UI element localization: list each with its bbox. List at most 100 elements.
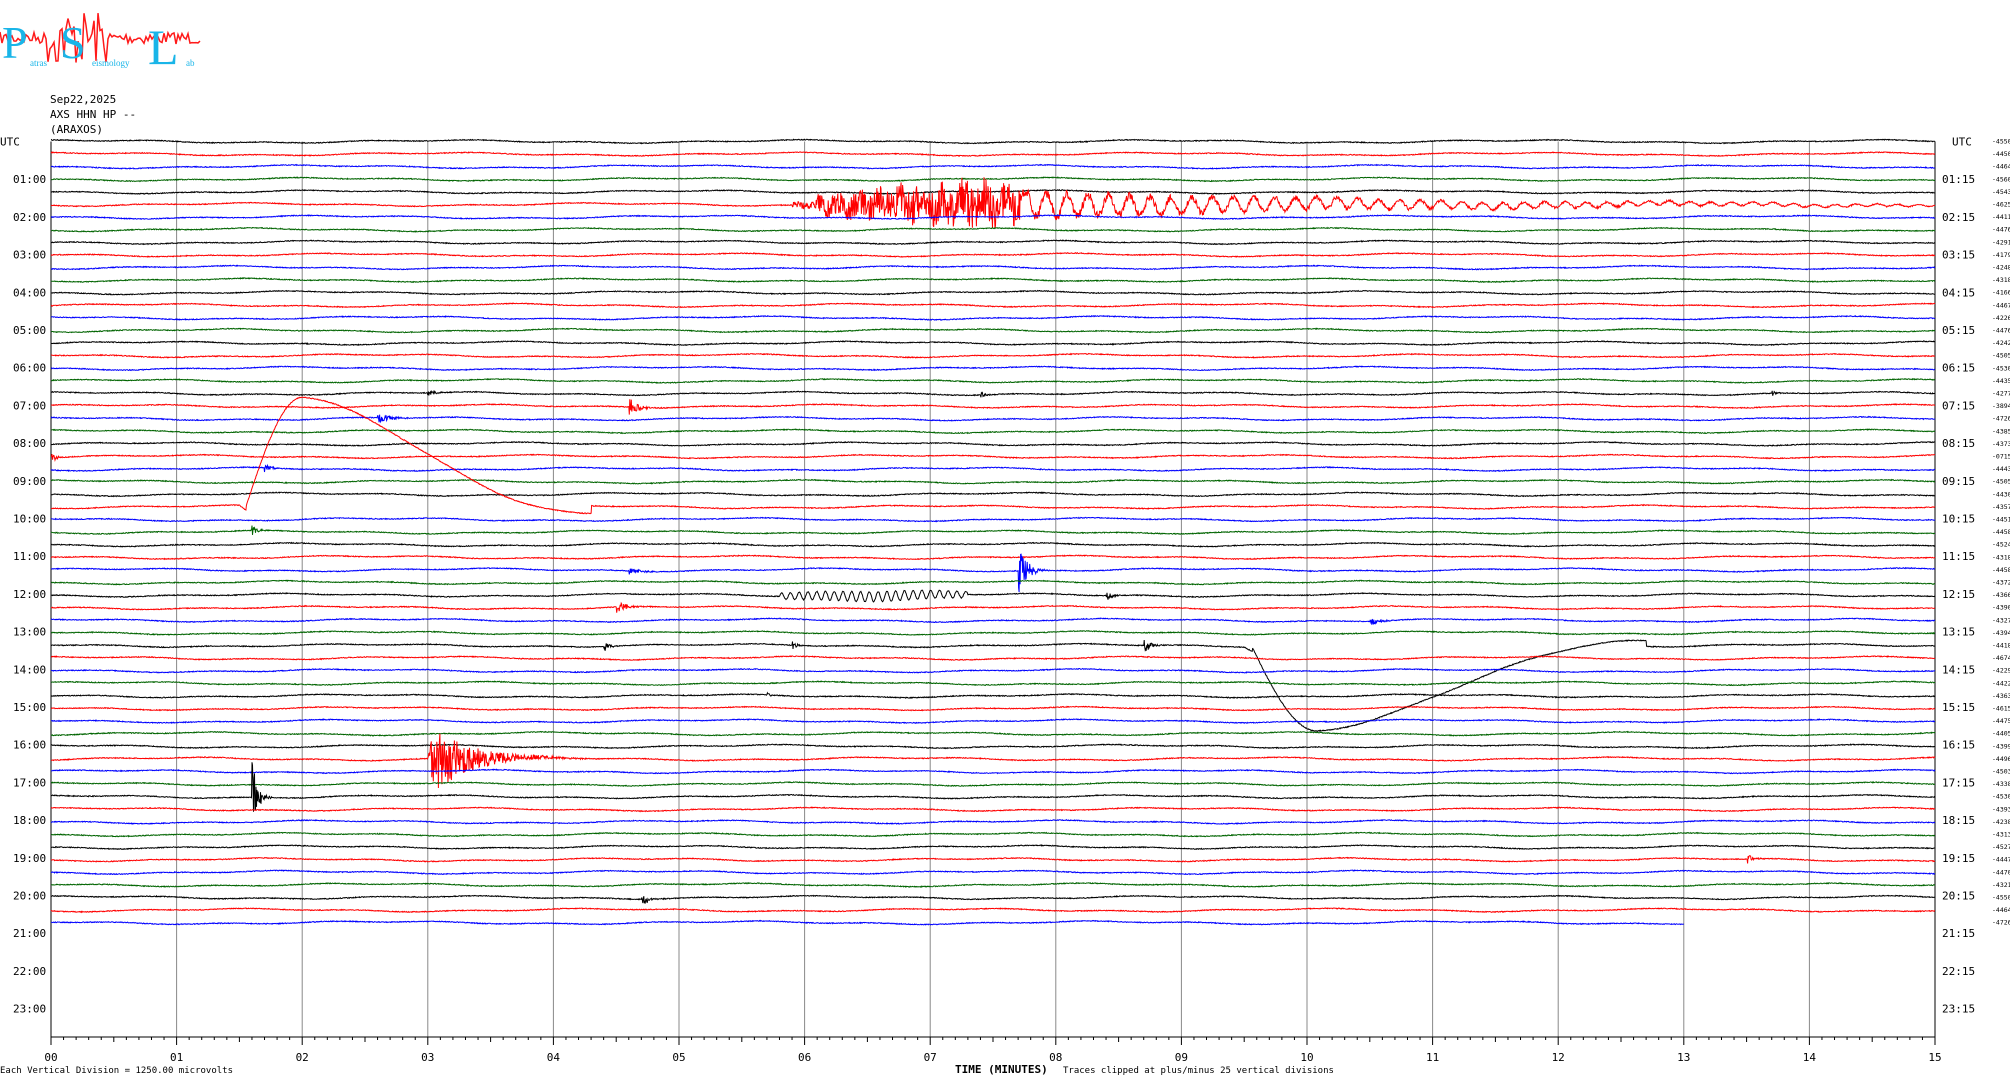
left-hour-label: 01:00 [13, 173, 46, 186]
left-hour-label: 11:00 [13, 550, 46, 563]
trace-offset-label: -4394 [1992, 629, 2010, 637]
seismogram-trace [50, 743, 1936, 750]
trace-offset-label: -4470 [1992, 868, 2010, 876]
left-hour-label: 13:00 [13, 626, 46, 639]
right-hour-label: 19:15 [1942, 852, 1975, 865]
right-hour-label: 21:15 [1942, 927, 1975, 940]
seismogram-trace [50, 630, 1935, 636]
left-hour-label: 02:00 [13, 211, 46, 224]
seismogram-trace [51, 579, 1936, 586]
seismogram-trace [50, 516, 1936, 523]
seismogram-trace [50, 818, 1936, 825]
trace-offset-label: -4550 [1992, 138, 2010, 146]
trace-offset-label: -4385 [1992, 427, 2010, 435]
left-hour-label: 19:00 [13, 852, 46, 865]
logo-word-seismology: eismology [92, 58, 130, 68]
seismogram-trace [50, 428, 1936, 435]
seismogram-trace [50, 554, 1936, 561]
right-hour-label: 22:15 [1942, 965, 1975, 978]
seismogram-trace [50, 226, 1936, 233]
right-hour-label: 11:15 [1942, 550, 1975, 563]
trace-offset-label: -4372 [1992, 579, 2010, 587]
seismogram-trace [50, 389, 1936, 398]
seismogram-trace [50, 365, 1936, 372]
trace-offset-label: -4393 [1992, 805, 2010, 813]
left-hour-label: 17:00 [13, 776, 46, 789]
trace-offset-label: -4411 [1992, 213, 2010, 221]
trace-offset-label: -4248 [1992, 264, 2010, 272]
seismogram-trace [50, 453, 1936, 462]
x-axis-title: TIME (MINUTES) [955, 1063, 1048, 1076]
trace-offset-label: -4505 [1992, 478, 2010, 486]
logo-letter-l: L [148, 19, 179, 75]
x-tick-label: 09 [1175, 1051, 1188, 1064]
trace-offset-label: -4435 [1992, 377, 2010, 385]
right-hour-label: 20:15 [1942, 890, 1975, 903]
trace-offset-label: -4475 [1992, 717, 2010, 725]
seismogram-trace [50, 733, 1936, 789]
logo-letter-s: S [60, 17, 86, 68]
trace-offset-label: -4476 [1992, 226, 2010, 234]
left-hour-label: 10:00 [13, 513, 46, 526]
trace-offset-label: -0715 [1992, 453, 2010, 461]
trace-offset-label: -4496 [1992, 755, 2010, 763]
trace-offset-label: -4450 [1992, 150, 2010, 158]
x-tick-label: 12 [1552, 1051, 1565, 1064]
seismogram-trace [50, 352, 1936, 359]
logo-seismogram-trace [0, 13, 201, 63]
seismogram-trace [50, 844, 1936, 851]
seismogram-trace [50, 691, 1936, 699]
trace-offset-label: -4726 [1992, 919, 2010, 927]
trace-offset-label: -4226 [1992, 314, 2010, 322]
trace-offset-label: -4625 [1992, 201, 2010, 209]
seismogram-trace [50, 919, 1684, 926]
seismogram-trace [50, 151, 1936, 158]
x-tick-label: 14 [1803, 1051, 1817, 1064]
trace-offset-label: -4524 [1992, 541, 2010, 549]
right-hour-label: 13:15 [1942, 626, 1975, 639]
trace-offset-label: -4357 [1992, 503, 2010, 511]
seismogram-trace [50, 639, 1936, 732]
seismogram-trace [50, 855, 1936, 864]
trace-group [50, 138, 1936, 926]
seismogram-trace [50, 277, 1936, 284]
left-hour-label: 23:00 [13, 1003, 46, 1016]
seismogram-trace [50, 327, 1936, 334]
seismogram-trace [51, 718, 1936, 725]
right-hour-label: 07:15 [1942, 399, 1975, 412]
trace-offset-label: -4363 [1992, 692, 2010, 700]
trace-offset-label: -4373 [1992, 440, 2010, 448]
seismogram-trace [50, 601, 1936, 613]
trace-offset-label: -4458 [1992, 566, 2010, 574]
seismogram-trace [50, 138, 1936, 145]
trace-offset-label: -4313 [1992, 831, 2010, 839]
left-hour-label: 12:00 [13, 588, 46, 601]
right-hour-label: 16:15 [1942, 739, 1975, 752]
trace-offset-label: -4464 [1992, 906, 2010, 914]
seismogram-trace [50, 617, 1936, 625]
seismogram-trace [51, 541, 1936, 548]
trace-offset-label: -4467 [1992, 301, 2010, 309]
right-utc-label: UTC [1952, 136, 1972, 149]
left-hour-label: 09:00 [13, 475, 46, 488]
trace-offset-label: -4318 [1992, 276, 2010, 284]
x-tick-label: 05 [672, 1051, 685, 1064]
trace-offset-label: -4366 [1992, 591, 2010, 599]
trace-offset-label: -4615 [1992, 705, 2010, 713]
x-tick-label: 03 [421, 1051, 434, 1064]
trace-offset-label: -4238 [1992, 818, 2010, 826]
seismogram-trace [50, 680, 1936, 687]
left-hour-label: 05:00 [13, 324, 46, 337]
x-tick-label: 01 [170, 1051, 183, 1064]
seismogram-trace [50, 525, 1935, 536]
trace-offset-label: -4338 [1992, 780, 2010, 788]
right-hour-label: 04:15 [1942, 286, 1975, 299]
x-tick-label: 15 [1928, 1051, 1941, 1064]
x-tick-label: 04 [547, 1051, 561, 1064]
station-code-label: AXS HHN HP -- [50, 108, 137, 121]
right-hour-label: 03:15 [1942, 249, 1975, 262]
trace-offset-label: -4179 [1992, 251, 2010, 259]
trace-offset-label: -4166 [1992, 289, 2010, 297]
seismogram-trace [50, 463, 1935, 473]
seismogram-trace [50, 806, 1936, 813]
